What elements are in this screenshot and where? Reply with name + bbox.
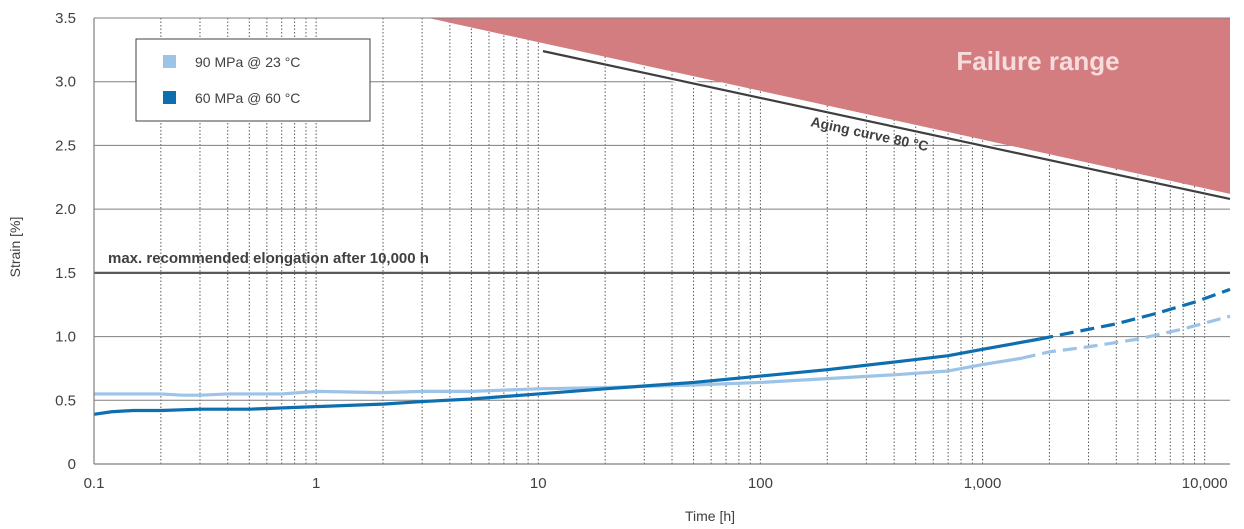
- y-tick-label: 3.0: [55, 74, 76, 91]
- y-tick-label: 0.5: [55, 392, 76, 409]
- y-tick-label: 1.0: [55, 329, 76, 346]
- y-tick-label: 0: [68, 456, 76, 473]
- series-line-3: [1038, 287, 1231, 341]
- max-elongation-label: max. recommended elongation after 10,000…: [108, 250, 429, 267]
- y-tick-label: 2.0: [55, 201, 76, 218]
- x-tick-labels: 0.1 1 10 100 1,000 10,000: [84, 475, 1228, 492]
- x-tick-label: 100: [748, 475, 773, 492]
- series-line-4: [542, 50, 1231, 201]
- axes: [93, 17, 1230, 465]
- series-layer: [93, 48, 1231, 416]
- legend: 90 MPa @ 23 °C 60 MPa @ 60 °C: [135, 38, 371, 122]
- y-tick-label: 1.5: [55, 265, 76, 282]
- legend-label-60mpa: 60 MPa @ 60 °C: [195, 90, 300, 106]
- x-tick-label: 1,000: [964, 475, 1002, 492]
- legend-box: [135, 38, 371, 122]
- y-tick-label: 2.5: [55, 137, 76, 154]
- failure-range-region: [428, 18, 1230, 194]
- legend-label-90mpa: 90 MPa @ 23 °C: [195, 54, 300, 70]
- x-tick-label: 10,000: [1182, 475, 1228, 492]
- x-tick-label: 10: [530, 475, 547, 492]
- y-tick-labels: 0 0.5 1.0 1.5 2.0 2.5 3.0 3.5: [55, 10, 76, 473]
- x-tick-label: 1: [312, 475, 320, 492]
- x-axis-title: Time [h]: [685, 508, 735, 524]
- failure-range-label: Failure range: [956, 46, 1119, 76]
- x-tick-label: 0.1: [84, 475, 105, 492]
- legend-swatch-60mpa: [163, 91, 176, 104]
- y-tick-label: 3.5: [55, 10, 76, 27]
- series-line-0: [94, 356, 1022, 397]
- series-line-1: [1021, 314, 1231, 360]
- y-axis-title: Strain [%]: [7, 217, 23, 278]
- legend-swatch-90mpa: [163, 55, 176, 68]
- series-line-2: [93, 337, 1040, 416]
